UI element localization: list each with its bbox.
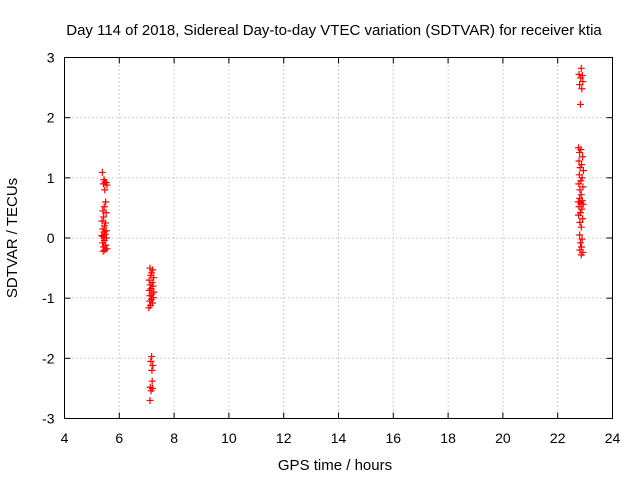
data-point xyxy=(576,231,584,239)
data-point xyxy=(578,235,586,243)
data-point xyxy=(578,174,586,182)
x-tick-label: 12 xyxy=(276,430,292,446)
data-point xyxy=(148,366,156,374)
data-point xyxy=(576,164,584,172)
data-point xyxy=(578,205,586,213)
data-point xyxy=(577,146,585,154)
data-point xyxy=(577,191,585,199)
data-point xyxy=(98,217,106,225)
data-point xyxy=(579,78,587,86)
data-point xyxy=(99,233,107,241)
x-tick-label: 6 xyxy=(115,430,123,446)
data-point xyxy=(578,85,586,93)
data-point xyxy=(147,387,155,395)
data-point xyxy=(98,168,106,176)
data-point xyxy=(577,74,585,82)
data-point xyxy=(101,246,109,254)
y-tick-label: -3 xyxy=(42,411,55,427)
y-tick-label: 0 xyxy=(47,230,55,246)
data-point xyxy=(149,362,157,370)
data-point xyxy=(98,232,106,240)
data-point xyxy=(576,100,584,108)
data-point xyxy=(150,274,158,282)
data-point xyxy=(579,200,587,208)
y-tick-label: 2 xyxy=(47,110,55,126)
data-point xyxy=(99,207,107,215)
data-point xyxy=(577,223,585,231)
data-point xyxy=(576,81,584,89)
data-point xyxy=(102,219,110,227)
data-point xyxy=(148,377,156,385)
x-tick-label: 24 xyxy=(605,430,621,446)
data-point xyxy=(99,180,107,188)
data-point xyxy=(147,357,155,365)
y-tick-label: -2 xyxy=(42,350,55,366)
data-point xyxy=(149,266,157,274)
data-point xyxy=(575,180,583,188)
x-axis-label: GPS time / hours xyxy=(278,457,392,474)
data-point xyxy=(578,161,586,169)
data-point xyxy=(575,211,583,219)
x-tick-label: 18 xyxy=(440,430,456,446)
x-tick-label: 4 xyxy=(61,430,69,446)
data-point xyxy=(578,243,586,251)
data-point xyxy=(103,181,111,189)
y-tick-label: -1 xyxy=(42,290,55,306)
x-tick-label: 22 xyxy=(550,430,566,446)
data-point xyxy=(579,153,587,161)
data-point xyxy=(100,203,108,211)
x-tick-label: 8 xyxy=(170,430,178,446)
data-point xyxy=(579,167,587,175)
chart-title: Day 114 of 2018, Sidereal Day-to-day VTE… xyxy=(66,22,602,39)
data-point xyxy=(576,218,584,226)
data-point xyxy=(145,304,153,312)
data-point xyxy=(102,198,110,206)
x-tick-label: 14 xyxy=(331,430,347,446)
y-tick-label: 1 xyxy=(47,170,55,186)
data-point xyxy=(101,222,109,230)
x-tick-label: 16 xyxy=(386,430,402,446)
data-point xyxy=(100,213,108,221)
data-point xyxy=(577,64,585,72)
grid-layer xyxy=(64,57,613,419)
data-point xyxy=(102,209,110,217)
data-point xyxy=(576,149,584,157)
data-point xyxy=(101,186,109,194)
data-point xyxy=(576,239,584,247)
y-tick-label: 3 xyxy=(47,50,55,66)
data-point xyxy=(146,396,154,404)
data-point xyxy=(576,186,584,194)
data-point xyxy=(577,251,585,259)
data-point xyxy=(575,70,583,78)
data-point xyxy=(148,353,156,361)
points-layer xyxy=(98,64,587,404)
data-point xyxy=(99,247,107,255)
x-tick-label: 20 xyxy=(495,430,511,446)
data-point xyxy=(575,157,583,165)
y-axis-label: SDTVAR / TECUs xyxy=(4,178,21,298)
data-point xyxy=(579,183,587,191)
x-tick-label: 10 xyxy=(221,430,237,446)
data-point xyxy=(579,215,587,223)
